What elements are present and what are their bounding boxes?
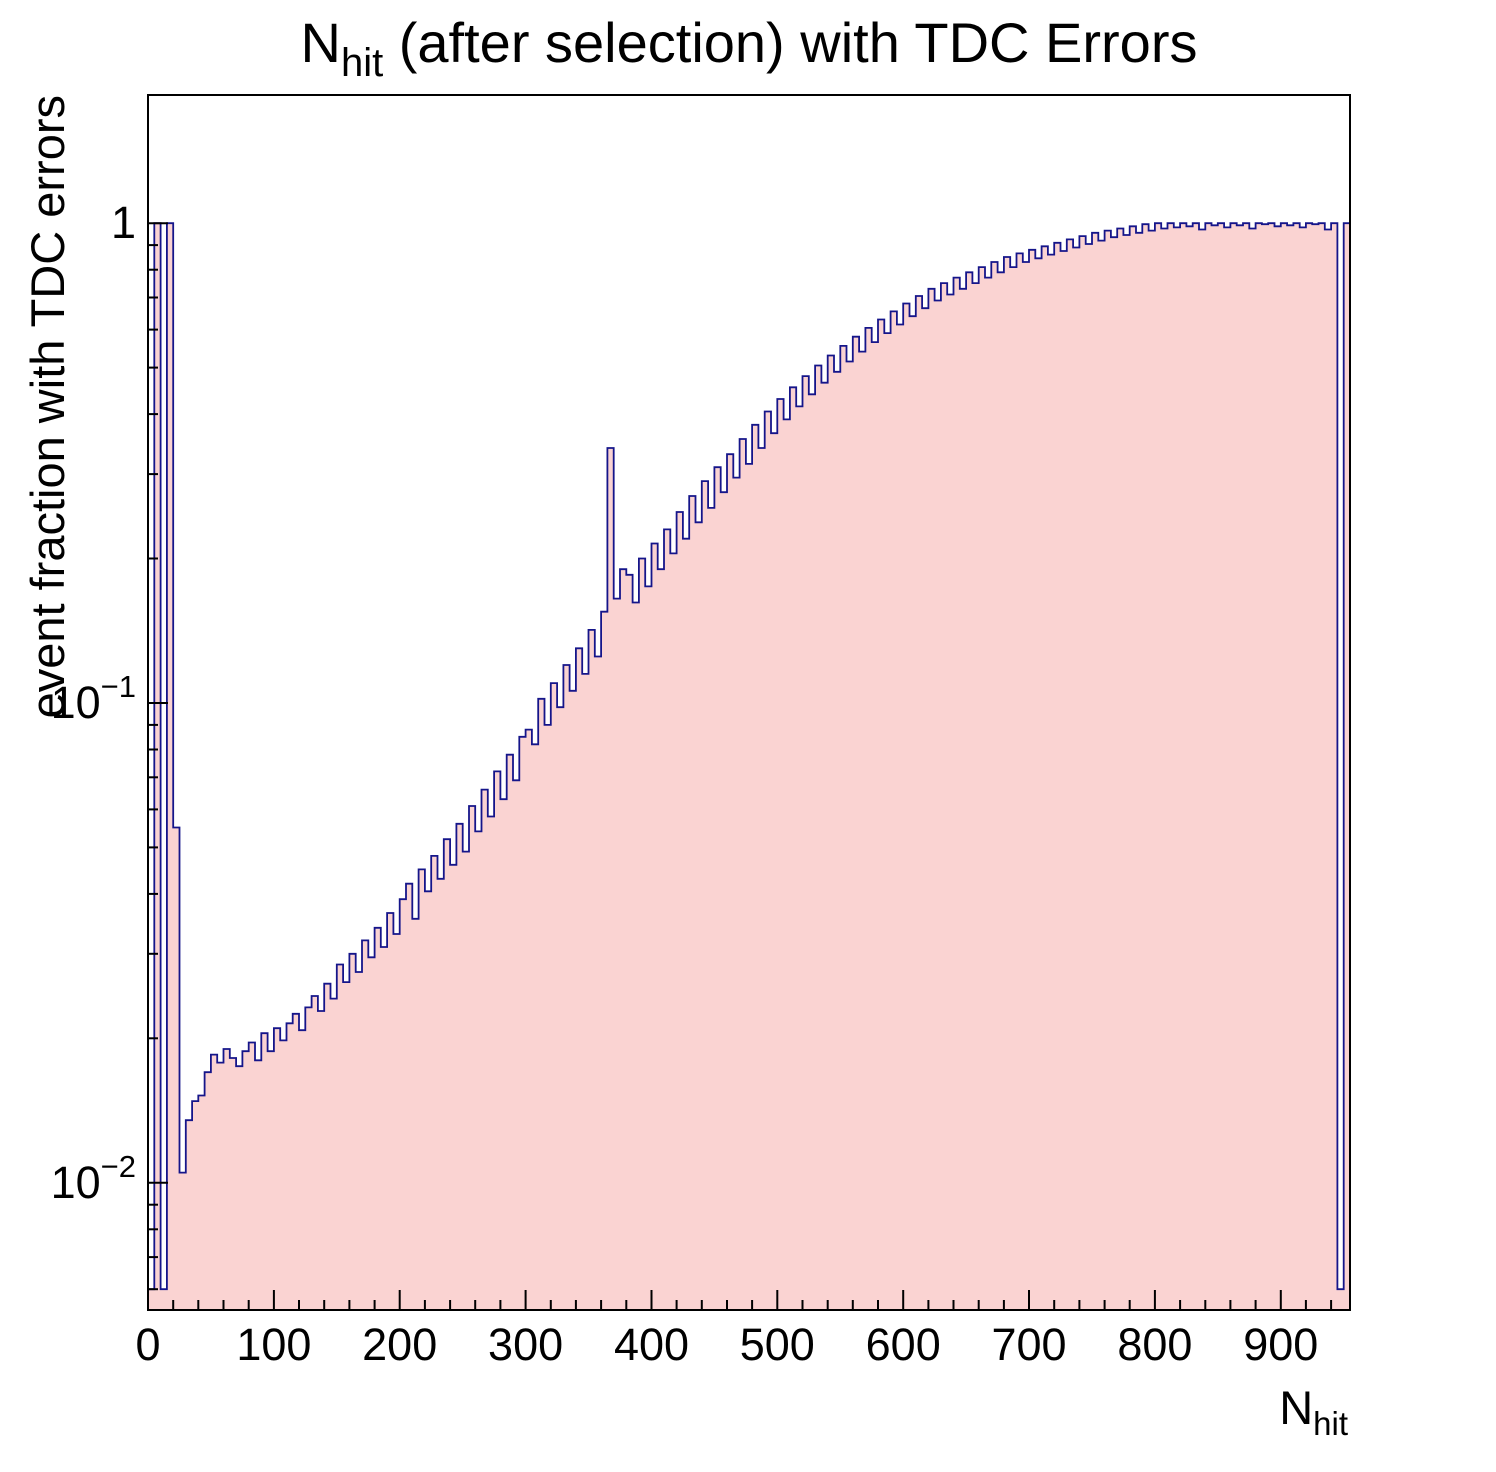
frame-border — [147, 94, 1351, 1311]
x-axis-tick-label: 300 — [488, 1319, 563, 1370]
x-axis-tick-label: 200 — [362, 1319, 437, 1370]
axis-tick-labels: 0 100 200 300 400 500 600 700 800 900 1 10−1 10−2 — [51, 197, 1319, 1370]
histogram-fill — [148, 223, 1350, 1311]
histogram-series — [147, 222, 1351, 1311]
y-axis-tick-label: 1 — [111, 197, 136, 248]
x-axis-tick-label: 500 — [740, 1319, 815, 1370]
x-axis-tick-label: 400 — [614, 1319, 689, 1370]
x-axis-tick-label: 100 — [236, 1319, 311, 1370]
x-axis-tick-label: 800 — [1117, 1319, 1192, 1370]
x-axis-tick-label: 0 — [135, 1319, 160, 1370]
y-axis-title: event fraction with TDC errors — [21, 95, 74, 718]
x-axis-tick-label: 600 — [866, 1319, 941, 1370]
plot-frame — [147, 94, 1351, 1311]
y-axis-tick-label: 10−1 — [51, 669, 136, 728]
histogram-outline — [147, 222, 1351, 1310]
x-axis-tick-label: 900 — [1243, 1319, 1318, 1370]
chart-title: Nhit (after selection) with TDC Errors — [301, 11, 1198, 85]
y-axis-tick-label: 10−2 — [51, 1149, 136, 1208]
axes — [147, 222, 1333, 1310]
x-axis-tick-label: 700 — [991, 1319, 1066, 1370]
x-axis-title: Nhit — [1279, 1381, 1348, 1442]
